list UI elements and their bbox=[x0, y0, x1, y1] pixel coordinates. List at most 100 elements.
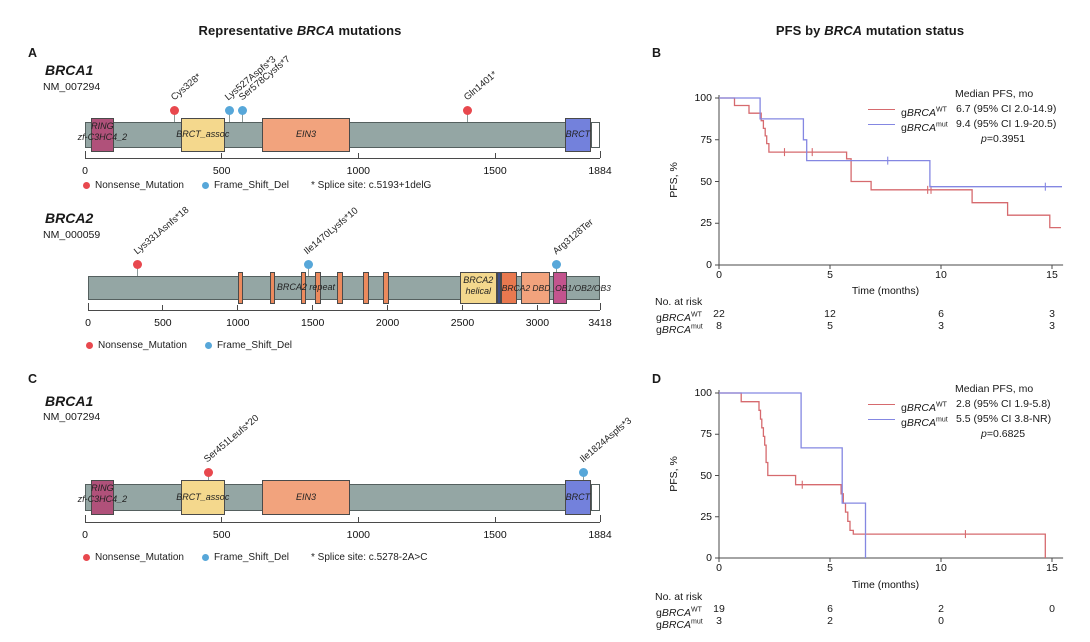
domain-box-RING bbox=[91, 480, 114, 515]
gene-name-brca1-a: BRCA1 bbox=[45, 62, 94, 78]
mutation-stick bbox=[137, 264, 139, 276]
at-risk-group-1: gBRCAmut bbox=[656, 615, 703, 633]
at-risk-header: No. at risk bbox=[655, 591, 703, 603]
at-risk-group-1: gBRCAmut bbox=[656, 320, 703, 338]
domain-box-OB2-OB3 bbox=[552, 272, 567, 304]
x-tick-label: 15 bbox=[1046, 562, 1058, 574]
axis-tick-label: 1500 bbox=[301, 317, 325, 329]
km-legend-header: Median PFS, mo bbox=[955, 383, 1034, 395]
lollipop-legend: Nonsense_Mutation Frame_Shift_Del * Splice… bbox=[83, 552, 427, 563]
at-risk-group-label: gBRCAWT bbox=[656, 311, 702, 325]
lollipop-plot-brca1-panel-c: RING zf-C3HC4_2 BRCT_assoc EIN3 BRCT Ser451Le… bbox=[60, 413, 640, 570]
axis-tick bbox=[312, 305, 314, 310]
mutation-label: Ser451Leufs*20 bbox=[202, 412, 262, 465]
mutation-stick bbox=[228, 110, 230, 122]
axis-tick-label: 500 bbox=[154, 317, 172, 329]
domain-label-line1: RING bbox=[91, 483, 114, 493]
km-curve-wt bbox=[719, 392, 1046, 558]
transcript-brca1-c: NM_007294 bbox=[43, 411, 101, 423]
y-tick-label: 50 bbox=[700, 175, 712, 188]
y-axis-title: PFS, % bbox=[668, 161, 680, 198]
domain-label-line1: RING bbox=[91, 121, 114, 131]
brc-repeat-domain-bar bbox=[300, 272, 307, 304]
at-risk-count: 0 bbox=[938, 615, 944, 627]
right-figure-title: PFS by BRCA mutation status bbox=[660, 23, 1080, 38]
domain-label-BRCT: BRCT bbox=[565, 491, 591, 502]
lollipop-legend: Nonsense_Mutation Frame_Shift_Del bbox=[86, 340, 292, 351]
km-legend-group-wt: gBRCAWT bbox=[901, 398, 947, 416]
km-legend-group-label: gBRCAWT bbox=[901, 401, 947, 415]
axis-tick-label: 1884 bbox=[588, 529, 612, 541]
axis-tick bbox=[221, 517, 223, 522]
y-tick-label: 100 bbox=[694, 387, 712, 399]
mutation-label: Arg3128Ter bbox=[550, 216, 596, 257]
legend-dot bbox=[86, 342, 93, 349]
km-legend-swatch-wt bbox=[868, 404, 895, 405]
km-curve-mut bbox=[719, 97, 1062, 188]
mutation-dot bbox=[579, 467, 589, 477]
domain-box-c-terminal-tail bbox=[591, 122, 600, 148]
km-plot-panel-b: 0 25 50 75 100 0 5 10 15 PFS, % Time (months) Media… bbox=[655, 85, 1090, 340]
km-legend-value-wt: 6.7 (95% CI 2.0-14.9) bbox=[956, 103, 1057, 115]
km-curve-mut bbox=[719, 392, 867, 558]
panel-label-d: D bbox=[652, 372, 662, 386]
at-risk-count: 3 bbox=[1049, 320, 1055, 332]
legend-dot bbox=[83, 554, 90, 561]
mutation-dot bbox=[303, 259, 313, 269]
axis-tick-label: 1000 bbox=[346, 529, 371, 541]
legend-dot bbox=[201, 182, 209, 189]
lollipop-plot-brca1-panel-a: RING zf-C3HC4_2 BRCT_assoc EIN3 BRCT Cys328* L… bbox=[60, 54, 640, 203]
brc-repeat-domain-bar bbox=[337, 272, 343, 304]
legend-label: Frame_Shift_Del bbox=[213, 180, 289, 191]
domain-label-BRCA2-helical: BRCA2 helical bbox=[418, 275, 538, 297]
mutation-label: Cys328* bbox=[168, 71, 204, 103]
left-title-suffix: mutations bbox=[334, 23, 402, 38]
km-legend-value-mut: 9.4 (95% CI 1.9-20.5) bbox=[956, 118, 1057, 130]
mutation-label: Gln1401* bbox=[461, 69, 500, 103]
domain-label-line1: BRCA2 bbox=[463, 275, 494, 285]
axis-tick bbox=[162, 305, 164, 310]
at-risk-group-label: gBRCAmut bbox=[656, 323, 703, 337]
transcript-brca2: NM_000059 bbox=[43, 229, 101, 241]
mutation-dot bbox=[133, 259, 143, 269]
axis-tick-label: 2500 bbox=[450, 317, 475, 329]
x-tick-label: 0 bbox=[716, 269, 722, 281]
km-legend-swatch-mut bbox=[868, 124, 895, 125]
at-risk-group-0: gBRCAWT bbox=[656, 308, 702, 326]
axis-tick bbox=[599, 515, 601, 522]
domain-label-dbd-ob: BRCA2 DBD_OB1/OB2/OB3 bbox=[501, 282, 611, 293]
axis-tick-label: 3000 bbox=[525, 317, 550, 329]
mutation-stick bbox=[467, 110, 469, 122]
at-risk-count: 6 bbox=[827, 603, 833, 615]
axis-tick-label: 0 bbox=[82, 529, 88, 541]
x-tick-label: 10 bbox=[935, 562, 947, 574]
axis-tick bbox=[494, 153, 496, 158]
km-p-value: p=0.6825 bbox=[981, 428, 1026, 440]
panel-label-c: C bbox=[28, 372, 38, 386]
legend-item-frame_shift_del: Frame_Shift_Del bbox=[201, 552, 289, 563]
domain-box-BRCT_assoc bbox=[180, 480, 225, 515]
legend-item-frame_shift_del: Frame_Shift_Del bbox=[201, 180, 289, 191]
mutation-stick bbox=[556, 264, 558, 276]
legend-dot bbox=[83, 182, 90, 189]
axis-tick-label: 1000 bbox=[226, 317, 250, 329]
mutation-dot bbox=[224, 105, 234, 115]
legend-label: Nonsense_Mutation bbox=[98, 340, 187, 351]
axis-tick-label: 1500 bbox=[483, 529, 507, 541]
domain-label-RING: RING zf-C3HC4_2 bbox=[42, 483, 162, 505]
y-tick-label: 25 bbox=[700, 217, 712, 230]
x-axis-title: Time (months) bbox=[851, 285, 920, 297]
domain-box-EIN3 bbox=[262, 480, 350, 515]
mutation-stick bbox=[307, 264, 309, 276]
axis-tick-label: 2000 bbox=[375, 317, 400, 329]
axis-tick bbox=[357, 153, 359, 158]
panel-label-b: B bbox=[652, 46, 662, 60]
mutation-label: Ile1824Aspfs*3 bbox=[577, 415, 634, 465]
domain-box-RING bbox=[91, 118, 114, 152]
axis-line bbox=[88, 310, 600, 311]
at-risk-count: 3 bbox=[938, 320, 944, 332]
legend-label: Nonsense_Mutation bbox=[95, 180, 184, 191]
axis-tick bbox=[494, 517, 496, 522]
splice-site-note: * Splice site: c.5193+1delG bbox=[310, 180, 432, 191]
km-curves-svg bbox=[715, 390, 1064, 562]
